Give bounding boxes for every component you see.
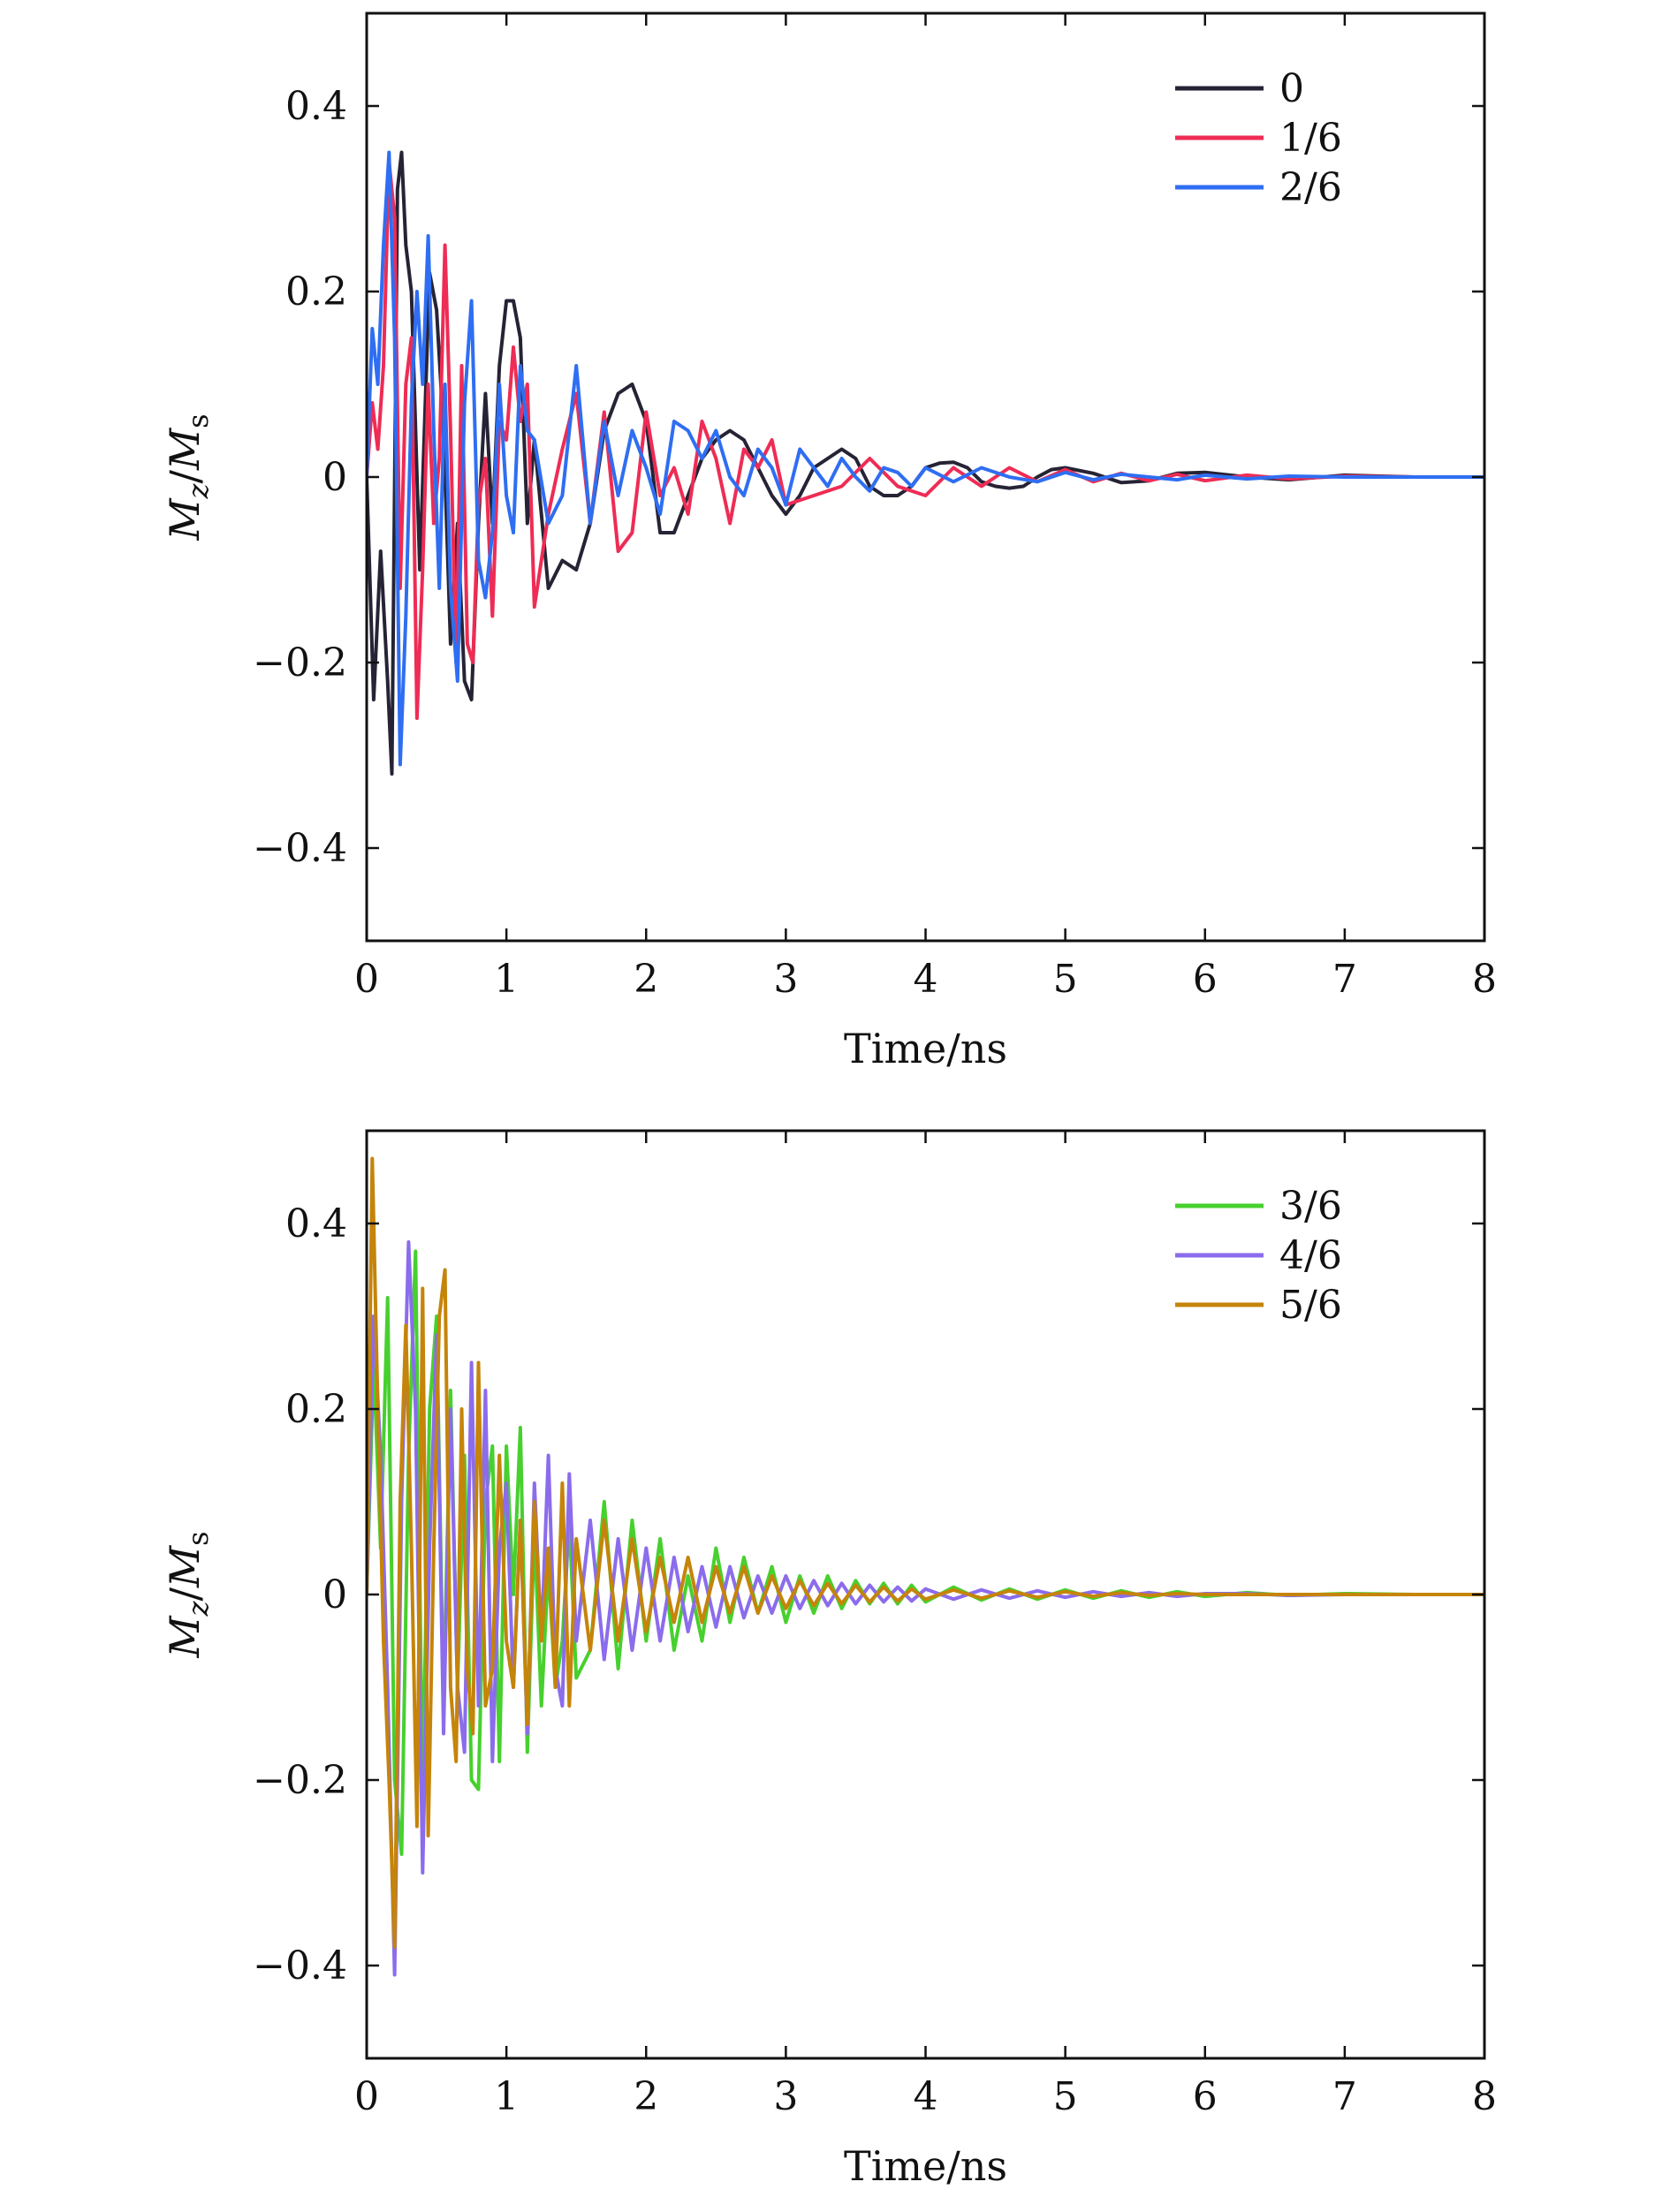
y-tick-label: 0.4 — [285, 1201, 347, 1246]
x-tick-label: 0 — [354, 957, 379, 1002]
chart-panel-2: 0 1 2 3 4 5 6 7 8 0.4 0.2 0 −0.2 −0.4 Time/ns Mz/Ms 3/64… — [161, 1129, 1497, 2190]
y-tick-label: 0.4 — [285, 84, 347, 129]
x-tick-label: 8 — [1472, 957, 1497, 1002]
y-tick-label: 0 — [323, 455, 347, 500]
x-tick-label: 5 — [1053, 957, 1078, 1002]
chart-panel-1: 0 1 2 3 4 5 6 7 8 0.4 0.2 0 −0.2 −0.4 Time/ns Mz/Ms 0 1/6… — [161, 11, 1497, 1072]
y-axis-title: Mz/Ms — [161, 1532, 215, 1659]
x-axis-title: Time/ns — [844, 1025, 1007, 1072]
series-line-2-6 — [367, 150, 1484, 767]
legend-label: 1/6 — [1279, 116, 1342, 161]
x-axis-title: Time/ns — [844, 2142, 1007, 2190]
x-tick-label: 1 — [494, 957, 519, 1002]
legend-label: 4/6 — [1279, 1233, 1342, 1278]
x-tick-label: 8 — [1472, 2074, 1497, 2119]
x-tick-label: 5 — [1053, 2074, 1078, 2119]
x-tick-label: 4 — [914, 957, 938, 1002]
legend-label: 0 — [1279, 66, 1304, 111]
x-tick-label: 7 — [1332, 957, 1357, 1002]
panels: 0 1 2 3 4 5 6 7 8 0.4 0.2 0 −0.2 −0.4 Time/ns Mz/Ms 0 1/6… — [161, 11, 1497, 2190]
y-tick-label: 0 — [323, 1572, 347, 1617]
x-tick-label: 2 — [634, 2074, 658, 2119]
plot-area — [367, 1156, 1484, 1977]
legend: 0 1/62/6 — [1175, 66, 1342, 210]
series-line-5-6 — [367, 1156, 1484, 1949]
y-axis-title: Mz/Ms — [161, 414, 215, 542]
legend-label: 3/6 — [1279, 1184, 1342, 1229]
x-tick-label: 6 — [1193, 957, 1218, 1002]
y-tick-label: 0.2 — [285, 1387, 347, 1432]
y-tick-label: −0.4 — [253, 826, 347, 871]
legend-label: 2/6 — [1279, 165, 1342, 210]
x-tick-label: 1 — [494, 2074, 519, 2119]
x-tick-label: 2 — [634, 957, 658, 1002]
x-tick-label: 4 — [914, 2074, 938, 2119]
x-tick-label: 7 — [1332, 2074, 1357, 2119]
x-tick-label: 6 — [1193, 2074, 1218, 2119]
x-tick-label: 3 — [773, 2074, 798, 2119]
x-tick-label: 0 — [354, 2074, 379, 2119]
x-tick-label: 3 — [773, 957, 798, 1002]
plot-area — [367, 150, 1484, 776]
y-tick-label: −0.2 — [253, 1758, 347, 1803]
legend-label: 5/6 — [1279, 1283, 1342, 1328]
y-tick-label: −0.2 — [253, 640, 347, 686]
legend: 3/64/6 5/6 — [1175, 1184, 1342, 1328]
y-tick-label: 0.2 — [285, 269, 347, 314]
y-tick-label: −0.4 — [253, 1943, 347, 1989]
